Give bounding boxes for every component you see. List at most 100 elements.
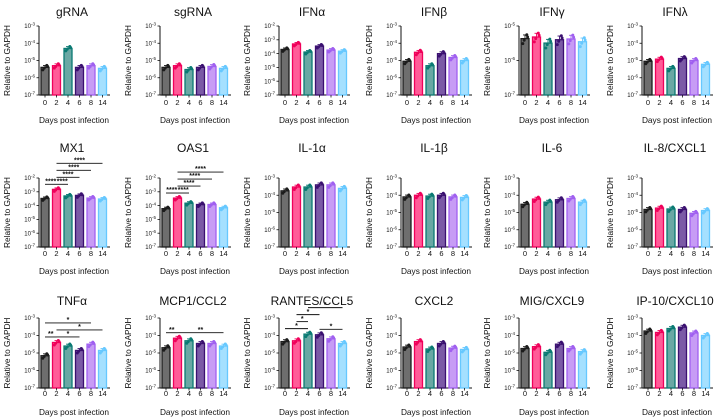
data-point xyxy=(213,202,217,206)
data-point xyxy=(706,333,710,337)
data-point xyxy=(557,343,561,347)
x-tick-label: 8 xyxy=(329,389,333,398)
bar xyxy=(531,36,542,96)
y-tick-label: 10-7 xyxy=(627,91,638,100)
bar xyxy=(700,209,711,248)
data-point xyxy=(163,207,167,211)
x-tick-label: 0 xyxy=(283,249,287,258)
y-axis-label: Relative to GAPDH xyxy=(605,317,615,388)
x-tick-label: 6 xyxy=(439,389,443,398)
bar xyxy=(425,348,435,389)
x-tick-label: 6 xyxy=(557,389,561,398)
y-tick-label: 10-7 xyxy=(24,243,35,252)
chart-panel: IL-1α Relative to GAPDH Days post infectio… xyxy=(242,141,350,276)
bar xyxy=(280,190,290,248)
data-point xyxy=(201,341,205,345)
x-tick-label: 14 xyxy=(578,389,586,398)
significance-label: **** xyxy=(184,180,195,187)
x-axis-label: Days post infection xyxy=(519,266,589,276)
chart-title: IFNγ xyxy=(539,5,564,19)
bar xyxy=(520,37,530,96)
data-point xyxy=(672,206,676,210)
y-tick-label: 10-5 xyxy=(504,349,515,358)
y-axis-label: Relative to GAPDH xyxy=(364,317,374,388)
y-tick-label: 10-7 xyxy=(145,91,156,100)
bar xyxy=(51,188,62,248)
x-axis-label: Days post infection xyxy=(401,407,471,417)
x-tick-label: 2 xyxy=(657,249,661,258)
data-point xyxy=(419,339,423,343)
data-point xyxy=(46,353,50,357)
x-tick-label: 6 xyxy=(557,249,561,258)
bar xyxy=(436,342,447,389)
data-point xyxy=(572,196,576,200)
x-tick-label: 6 xyxy=(317,98,321,107)
x-tick-label: 0 xyxy=(405,389,409,398)
y-tick-label: 10-4 xyxy=(504,191,515,200)
data-point xyxy=(54,341,58,345)
x-tick-label: 0 xyxy=(43,389,47,398)
data-point xyxy=(657,58,661,62)
chart-panel: gRNA Relative to GAPDH Days post infection… xyxy=(2,5,110,125)
bar xyxy=(531,346,542,389)
y-tick-label: 10-6 xyxy=(627,73,638,82)
data-point xyxy=(537,33,541,37)
x-tick-label: 4 xyxy=(187,98,191,107)
data-point xyxy=(545,351,549,355)
bar xyxy=(195,342,206,389)
data-point xyxy=(343,48,347,52)
bar xyxy=(326,49,336,96)
chart-title: TNFα xyxy=(57,294,87,308)
data-point xyxy=(221,345,225,349)
x-tick-label: 8 xyxy=(451,389,455,398)
x-tick-label: 4 xyxy=(546,249,550,258)
data-point xyxy=(645,330,649,334)
data-point xyxy=(65,345,69,349)
x-tick-label: 2 xyxy=(294,98,298,107)
data-point xyxy=(465,347,469,351)
data-point xyxy=(439,194,443,198)
data-point xyxy=(80,65,84,69)
data-point xyxy=(560,36,564,40)
bar xyxy=(291,340,302,389)
x-tick-label: 0 xyxy=(43,98,47,107)
x-tick-label: 8 xyxy=(89,249,93,258)
data-point xyxy=(88,197,92,201)
x-tick-label: 4 xyxy=(669,249,673,258)
data-point xyxy=(190,67,194,71)
data-point xyxy=(408,344,412,348)
significance-label: ** xyxy=(169,327,175,334)
x-tick-label: 14 xyxy=(98,389,106,398)
data-point xyxy=(224,205,228,209)
chart-panel: RANTES/CCL5 Relative to GAPDH Days post in… xyxy=(242,294,354,417)
x-axis-label: Days post infection xyxy=(39,115,109,125)
bar xyxy=(520,347,530,389)
x-tick-label: 8 xyxy=(692,389,696,398)
bar xyxy=(172,65,183,96)
x-tick-label: 14 xyxy=(338,389,346,398)
y-tick-label: 10-5 xyxy=(145,349,156,358)
data-point xyxy=(221,67,225,71)
data-point xyxy=(175,64,179,68)
x-axis-label: Days post infection xyxy=(160,407,230,417)
bar xyxy=(689,212,699,248)
data-point xyxy=(657,207,661,211)
data-point xyxy=(680,326,684,330)
bar xyxy=(520,203,530,248)
bar xyxy=(314,184,325,248)
data-point xyxy=(560,341,564,345)
x-tick-label: 6 xyxy=(439,98,443,107)
data-point xyxy=(695,58,699,62)
data-point xyxy=(450,347,454,351)
bar xyxy=(97,349,108,389)
data-point xyxy=(282,48,286,52)
y-tick-label: 10-3 xyxy=(145,188,156,197)
data-point xyxy=(332,47,336,51)
x-axis-label: Days post infection xyxy=(279,407,349,417)
x-tick-label: 2 xyxy=(54,249,58,258)
data-point xyxy=(340,50,344,54)
y-tick-label: 10-7 xyxy=(24,91,35,100)
data-point xyxy=(340,342,344,346)
bar xyxy=(666,327,676,389)
y-tick-label: 10-4 xyxy=(504,331,515,340)
